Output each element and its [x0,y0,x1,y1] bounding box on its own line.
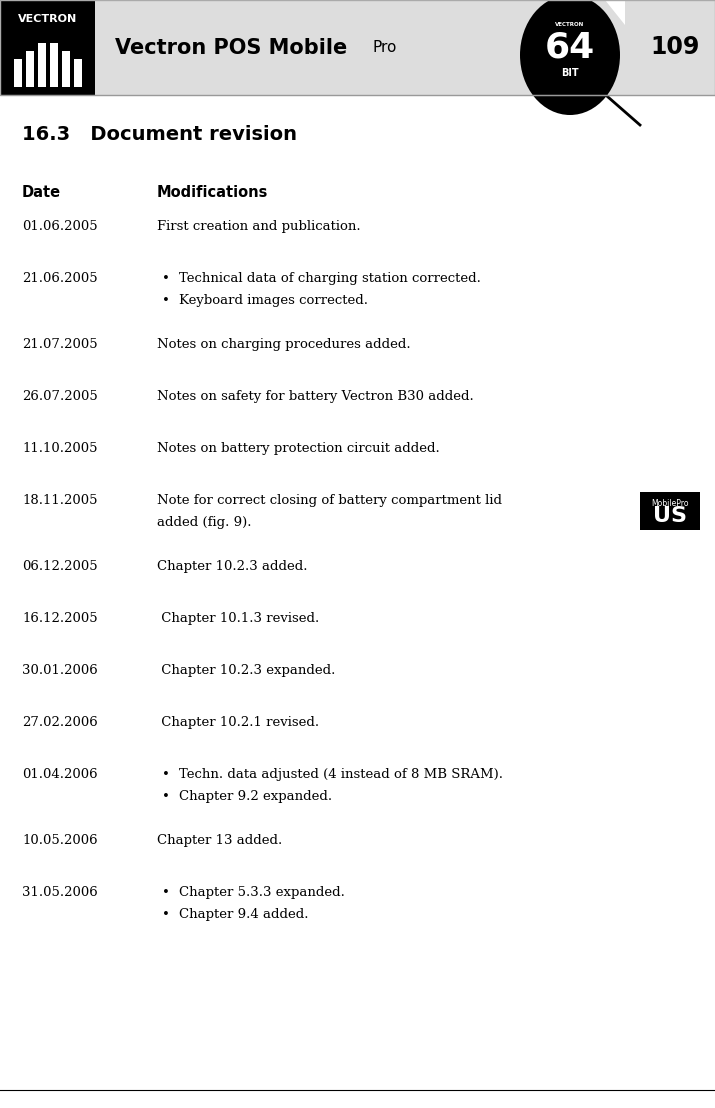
Text: 18.11.2005: 18.11.2005 [22,494,97,507]
Text: •: • [162,768,170,781]
Text: •: • [162,886,170,899]
Bar [0,0,715,95]
Text: First creation and publication.: First creation and publication. [157,220,360,233]
Text: Chapter 13 added.: Chapter 13 added. [157,834,282,847]
Text: 31.05.2006: 31.05.2006 [22,886,98,899]
Text: 10.05.2006: 10.05.2006 [22,834,98,847]
Bar [95,0,715,95]
Text: 06.12.2005: 06.12.2005 [22,560,98,573]
Text: 21.07.2005: 21.07.2005 [22,338,98,351]
Text: Technical data of charging station corrected.: Technical data of charging station corre… [179,271,481,285]
Bar [26,51,34,88]
Text: 11.10.2005: 11.10.2005 [22,442,97,455]
Bar [74,59,82,88]
Polygon shape [605,0,625,25]
Text: Keyboard images corrected.: Keyboard images corrected. [179,294,368,307]
Text: MobilePro: MobilePro [651,499,689,507]
Text: Chapter 10.2.1 revised.: Chapter 10.2.1 revised. [157,716,319,729]
Text: Chapter 9.2 expanded.: Chapter 9.2 expanded. [179,790,332,803]
Bar [640,492,700,530]
Text: 109: 109 [651,35,700,60]
Text: Vectron POS Mobile: Vectron POS Mobile [115,38,347,58]
Text: Pro: Pro [373,40,398,55]
Text: •: • [162,294,170,307]
Text: Chapter 10.2.3 added.: Chapter 10.2.3 added. [157,560,307,573]
Text: 21.06.2005: 21.06.2005 [22,271,98,285]
Bar [0,0,95,95]
Text: 16.12.2005: 16.12.2005 [22,612,98,625]
Text: •: • [162,790,170,803]
Text: US: US [653,506,687,526]
Text: 01.06.2005: 01.06.2005 [22,220,98,233]
Text: 01.04.2006: 01.04.2006 [22,768,98,781]
Bar [61,51,69,88]
Text: •: • [162,907,170,921]
Text: VECTRON: VECTRON [18,14,77,24]
Bar [14,59,21,88]
Text: 16.3   Document revision: 16.3 Document revision [22,125,297,144]
Bar [49,43,57,88]
Text: 27.02.2006: 27.02.2006 [22,716,98,729]
Text: Modifications: Modifications [157,185,268,201]
Text: Notes on battery protection circuit added.: Notes on battery protection circuit adde… [157,442,440,455]
Bar [37,43,46,88]
Text: Techn. data adjusted (4 instead of 8 MB SRAM).: Techn. data adjusted (4 instead of 8 MB … [179,768,503,781]
Ellipse shape [520,0,620,115]
Text: •: • [162,271,170,285]
Text: Note for correct closing of battery compartment lid: Note for correct closing of battery comp… [157,494,502,507]
Text: Chapter 10.1.3 revised.: Chapter 10.1.3 revised. [157,612,320,625]
Text: BIT: BIT [561,68,579,78]
Text: Chapter 9.4 added.: Chapter 9.4 added. [179,907,308,921]
Text: Date: Date [22,185,61,201]
Text: 64: 64 [545,30,595,64]
Text: Notes on charging procedures added.: Notes on charging procedures added. [157,338,410,351]
Text: Chapter 5.3.3 expanded.: Chapter 5.3.3 expanded. [179,886,345,899]
Text: 30.01.2006: 30.01.2006 [22,664,98,677]
Text: added (fig. 9).: added (fig. 9). [157,516,252,529]
Text: Notes on safety for battery Vectron B30 added.: Notes on safety for battery Vectron B30 … [157,390,474,403]
Text: Chapter 10.2.3 expanded.: Chapter 10.2.3 expanded. [157,664,335,677]
Text: 26.07.2005: 26.07.2005 [22,390,98,403]
Text: VECTRON: VECTRON [556,22,585,28]
